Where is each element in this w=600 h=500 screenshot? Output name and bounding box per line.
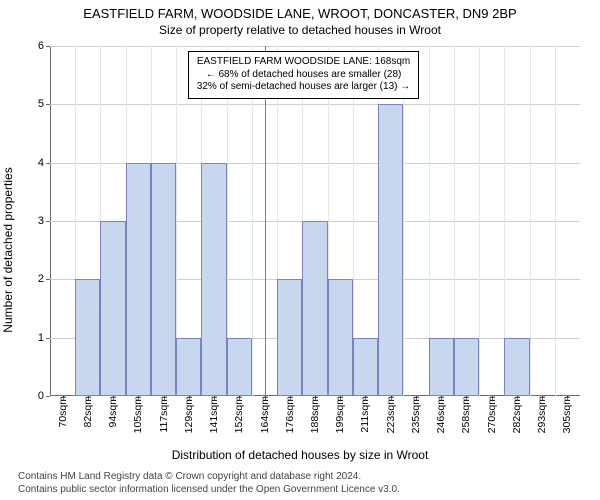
bar bbox=[328, 279, 353, 396]
xtick-label: 246sqm bbox=[435, 396, 447, 433]
footer-line-2: Contains public sector information licen… bbox=[18, 484, 400, 497]
xtick-label: 141sqm bbox=[208, 396, 220, 433]
gridline-v bbox=[479, 46, 480, 396]
xtick-label: 129sqm bbox=[183, 396, 195, 433]
x-axis-label: Distribution of detached houses by size … bbox=[172, 448, 429, 462]
bar bbox=[429, 338, 454, 396]
xtick-label: 305sqm bbox=[561, 396, 573, 433]
bar bbox=[277, 279, 302, 396]
ytick-mark bbox=[46, 46, 50, 47]
xtick-label: 293sqm bbox=[536, 396, 548, 433]
bar bbox=[151, 163, 176, 396]
gridline-h bbox=[50, 104, 580, 105]
ytick-mark bbox=[46, 163, 50, 164]
bar bbox=[504, 338, 529, 396]
bar bbox=[201, 163, 226, 396]
bar bbox=[100, 221, 125, 396]
bar bbox=[378, 104, 403, 396]
gridline-v bbox=[530, 46, 531, 396]
annotation-line-2: ← 68% of detached houses are smaller (28… bbox=[197, 69, 410, 82]
xtick-label: 94sqm bbox=[107, 396, 119, 428]
gridline-v bbox=[555, 46, 556, 396]
ytick-mark bbox=[46, 396, 50, 397]
xtick-label: 176sqm bbox=[284, 396, 296, 433]
xtick-label: 117sqm bbox=[158, 396, 170, 433]
xtick-label: 223sqm bbox=[385, 396, 397, 433]
bar bbox=[302, 221, 327, 396]
chart-container: EASTFIELD FARM, WOODSIDE LANE, WROOT, DO… bbox=[0, 0, 600, 500]
xtick-label: 82sqm bbox=[82, 396, 94, 428]
xtick-label: 152sqm bbox=[233, 396, 245, 433]
bar bbox=[353, 338, 378, 396]
xtick-label: 211sqm bbox=[359, 396, 371, 433]
annotation-line-3: 32% of semi-detached houses are larger (… bbox=[197, 81, 410, 94]
plot-area: 012345670sqm82sqm94sqm105sqm117sqm129sqm… bbox=[50, 46, 580, 396]
xtick-label: 199sqm bbox=[334, 396, 346, 433]
chart-title-main: EASTFIELD FARM, WOODSIDE LANE, WROOT, DO… bbox=[0, 0, 600, 21]
bar bbox=[75, 279, 100, 396]
bar bbox=[176, 338, 201, 396]
xtick-label: 235sqm bbox=[410, 396, 422, 433]
xtick-label: 282sqm bbox=[511, 396, 523, 433]
gridline-h bbox=[50, 46, 580, 47]
y-axis-label: Number of detached properties bbox=[1, 167, 15, 332]
bar bbox=[227, 338, 252, 396]
footer-attribution: Contains HM Land Registry data © Crown c… bbox=[18, 471, 400, 496]
bar bbox=[126, 163, 151, 396]
ytick-mark bbox=[46, 221, 50, 222]
xtick-label: 270sqm bbox=[486, 396, 498, 433]
footer-line-1: Contains HM Land Registry data © Crown c… bbox=[18, 471, 400, 484]
annotation-line-1: EASTFIELD FARM WOODSIDE LANE: 168sqm bbox=[197, 56, 410, 69]
xtick-label: 164sqm bbox=[259, 396, 271, 433]
ytick-mark bbox=[46, 279, 50, 280]
xtick-label: 105sqm bbox=[132, 396, 144, 433]
xtick-label: 70sqm bbox=[57, 396, 69, 428]
ytick-mark bbox=[46, 104, 50, 105]
chart-title-sub: Size of property relative to detached ho… bbox=[0, 21, 600, 41]
xtick-label: 258sqm bbox=[460, 396, 472, 433]
xtick-label: 188sqm bbox=[309, 396, 321, 433]
annotation-box: EASTFIELD FARM WOODSIDE LANE: 168sqm← 68… bbox=[188, 51, 419, 99]
ytick-mark bbox=[46, 338, 50, 339]
bar bbox=[454, 338, 479, 396]
